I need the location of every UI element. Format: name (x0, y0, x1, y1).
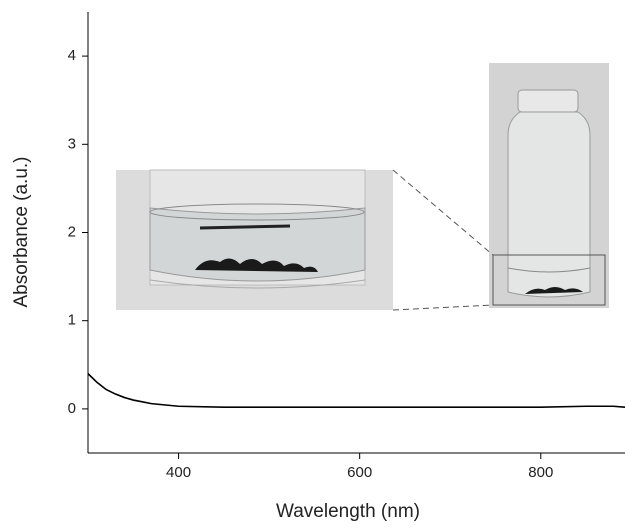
inset-photo-closeup (116, 169, 393, 310)
x-axis-title: Wavelength (nm) (276, 501, 420, 522)
y-tick-label: 0 (68, 400, 76, 417)
y-axis-title: Absorbance (a.u.) (11, 156, 32, 307)
x-tick-label: 800 (528, 464, 553, 481)
inset-photo-vial (489, 63, 609, 308)
spectrum-line (87, 373, 625, 408)
y-tick-label: 3 (68, 135, 76, 152)
zoom-line (392, 169, 494, 256)
x-tick-label: 400 (166, 464, 191, 481)
y-tick-label: 1 (68, 312, 76, 329)
y-tick-label: 2 (68, 223, 76, 240)
zoom-line (392, 304, 494, 311)
x-tick-label: 600 (347, 464, 372, 481)
y-tick-label: 4 (68, 47, 76, 64)
